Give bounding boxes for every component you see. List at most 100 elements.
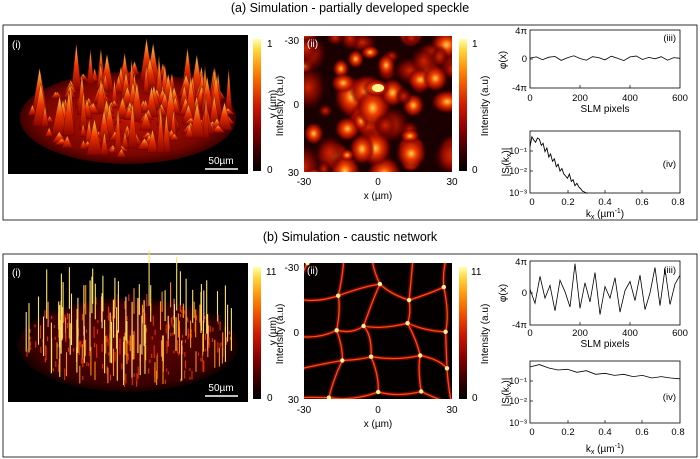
b-panel-ii-ytick: 0 (293, 328, 299, 339)
caustic-line (370, 356, 379, 393)
surface-spike (86, 118, 103, 155)
speckle-grain (316, 160, 332, 172)
b-panel-iii-ytick: 0 (522, 288, 527, 299)
caustic-node (294, 296, 298, 300)
caustic-node (418, 353, 423, 358)
b-colorbar-ii-gradient (459, 267, 467, 399)
a-panel-ii-label: (ii) (307, 39, 318, 50)
caustic-line (408, 263, 414, 301)
caustic-node (340, 358, 345, 363)
speckle-grain (349, 133, 375, 165)
a-panel-iv-label: (iv) (663, 159, 676, 170)
surface-spike (146, 129, 159, 153)
a-speckle-pattern (304, 36, 452, 172)
surface-spike (189, 102, 205, 139)
section-a-title: (a) Simulation - partially developed spe… (231, 1, 469, 15)
b-panel-iv: (iv) 10⁻¹ 10⁻² 10⁻³ 0 0.2 0.4 0.6 0.8 |S… (501, 360, 685, 456)
b-scalebar-label: 50µm (208, 383, 233, 394)
a-colorbar-i-label: Intensity (a.u) (275, 76, 286, 137)
a-panel-iv-ytick: 10⁻¹ (509, 146, 527, 156)
b-colorbar-i-label: Intensity (a.u) (275, 304, 286, 365)
caustic-line (372, 263, 381, 285)
a-panel-iv-xtick: 0.2 (561, 197, 574, 208)
a-panel-ii: (ii) -30 0 30 -30 0 30 y (µm) x (µm) (268, 36, 458, 202)
caustic-line (304, 396, 329, 399)
b-panel-iv-xlabel: kx (µm-1) (586, 443, 624, 456)
a-surface-spikes (27, 38, 236, 158)
caustic-glow (289, 336, 295, 372)
speckle-grain (403, 36, 420, 46)
caustic-node (441, 284, 446, 290)
speckle-grain (304, 122, 324, 145)
caustic-line (408, 286, 445, 301)
a-colorbar-ii-label: Intensity (a.u) (480, 76, 491, 137)
speckle-grain (339, 36, 361, 51)
b-panel-ii-label: (ii) (307, 266, 318, 277)
a-panel-ii-ytick: -30 (285, 36, 300, 47)
a-panel-iv-ylabel: |Sl(kx)| (501, 148, 513, 177)
caustic-line (446, 368, 452, 399)
a-panel-iii-xtick: 200 (572, 93, 588, 104)
surface-spike (202, 94, 210, 139)
surface-spike (71, 43, 82, 90)
caustic-node (405, 321, 410, 326)
caustic-line (378, 390, 422, 396)
caustic-glow (373, 249, 414, 254)
b-colorbar-i-gradient (253, 267, 261, 399)
b-panel-ii-xtick: 30 (446, 405, 458, 416)
b-panel-iii-xtick: 0 (527, 328, 532, 339)
surface-spike (217, 102, 232, 130)
speckle-grain (422, 64, 448, 92)
surface-spike (115, 97, 130, 119)
b-surface-spikes (25, 250, 232, 387)
caustic-node (444, 366, 450, 371)
caustic-node (412, 247, 416, 251)
b-colorbar-ii-min: 0 (472, 393, 478, 404)
b-panel-iv-xtick: 0 (529, 427, 534, 438)
a-panel-iv-ticks (530, 150, 643, 193)
caustic-line (418, 355, 422, 392)
b-panel-iii-xtick: 200 (572, 328, 588, 339)
caustic-node (443, 329, 448, 334)
b-panel-iv-xtick: 0.2 (561, 427, 574, 438)
b-panel-iii-xlabel: SLM pixels (581, 339, 630, 350)
b-panel-iv-ticks (530, 380, 643, 423)
b-panel-iv-xtick: 0.4 (598, 427, 611, 438)
speckle-grain (433, 138, 452, 172)
caustic-node (336, 293, 341, 298)
caustic-line (304, 263, 309, 272)
caustic-line (443, 286, 448, 332)
caustic-node (361, 323, 366, 329)
a-panel-ii-ytick: 0 (293, 100, 299, 111)
a-panel-iii-xtick: 400 (622, 93, 638, 104)
caustic-line (328, 360, 343, 398)
surface-spike (116, 148, 127, 158)
speckle-grain (395, 138, 427, 169)
caustic-node (368, 354, 374, 359)
b-panel-iv-ylabel: |Sl(kx)| (501, 378, 513, 407)
caustic-line (304, 329, 337, 338)
b-panel-i-label: (i) (12, 268, 21, 279)
speckle-grain (339, 149, 355, 162)
a-panel-iv-xtick: 0.4 (598, 197, 611, 208)
b-panel-iii-ytick: -4π (512, 320, 527, 331)
surface-spike (139, 111, 153, 131)
speckle-grain (304, 64, 327, 111)
caustic-line (407, 322, 446, 333)
caustic-line (336, 325, 364, 333)
surface-spike (79, 123, 87, 137)
surface-spike (86, 49, 95, 85)
a-panel-ii-xtick: -30 (297, 177, 312, 188)
surface-spike (79, 139, 88, 150)
caustic-node (305, 263, 310, 266)
a-panel-iii-ytick: 4π (515, 26, 527, 37)
surface-spike (44, 127, 54, 137)
b-panel-ii-xtick: 0 (375, 405, 381, 416)
b-panel-ii-xlabel: x (µm) (364, 419, 393, 430)
a-colorbar-i-gradient (253, 39, 261, 171)
speckle-grain (377, 53, 396, 77)
b-colorbar-i-min: 0 (267, 393, 273, 404)
surface-spike (162, 112, 171, 153)
b-panel-iii: (iii) 4π 0 -4π 0 200 400 600 φ(x) SLM pi… (498, 257, 688, 350)
b-panel-ii-xtick: -30 (297, 405, 312, 416)
